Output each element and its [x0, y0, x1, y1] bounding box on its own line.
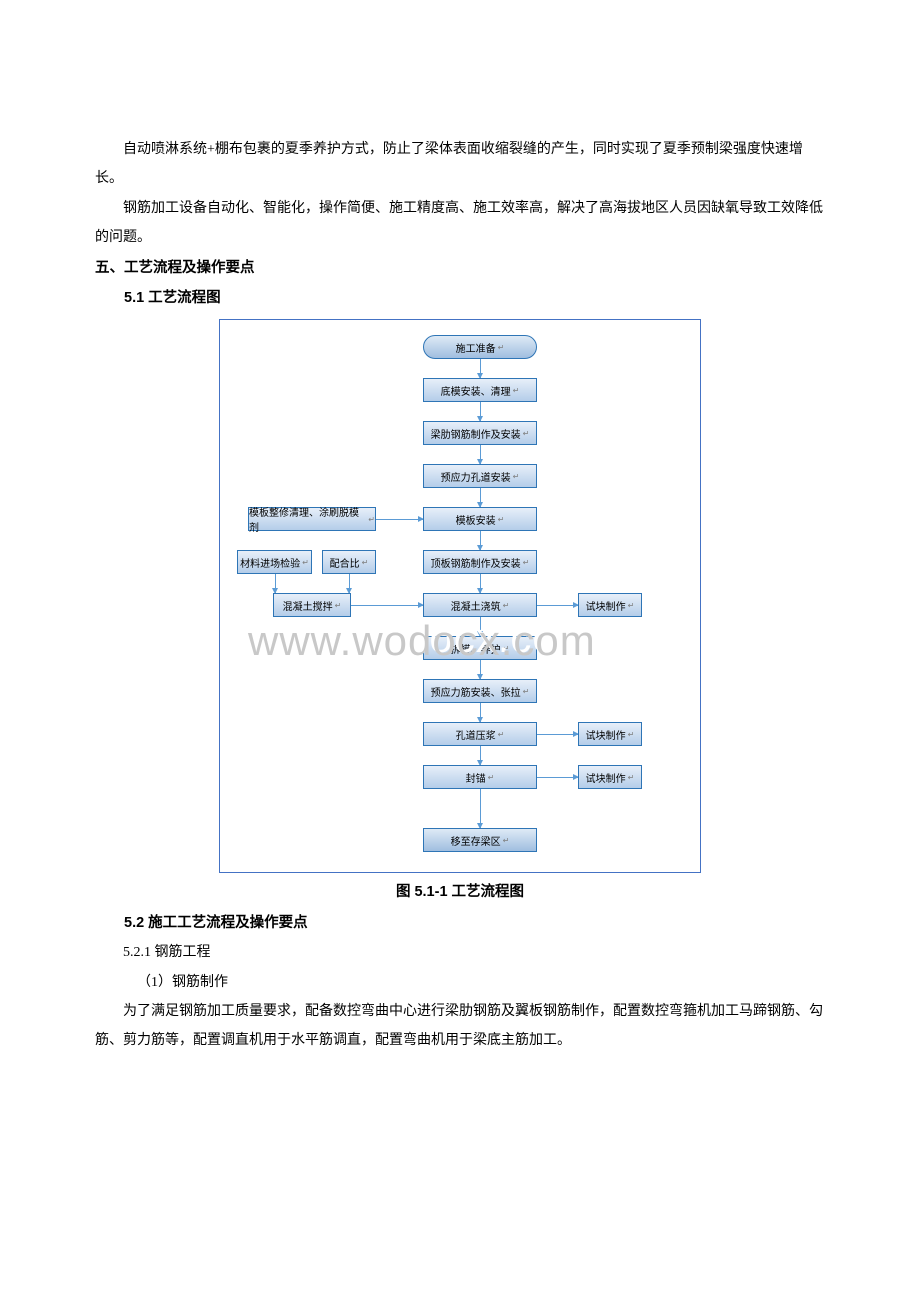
section-5-2-1-heading: 5.2.1 钢筋工程	[95, 938, 825, 967]
flow-arrow-down	[480, 402, 481, 421]
flow-node-n3: 梁肋钢筋制作及安装↵	[423, 421, 537, 445]
line-end-icon: ↵	[523, 558, 530, 567]
flow-node-n7: 混凝土浇筑↵	[423, 593, 537, 617]
line-end-icon: ↵	[523, 687, 530, 696]
flow-node-n5: 模板安装↵	[423, 507, 537, 531]
flow-node-r2: 试块制作↵	[578, 722, 642, 746]
flowchart-caption: 图 5.1-1 工艺流程图	[95, 877, 825, 907]
flow-node-l1: 模板整修清理、涂刷脱模剂↵	[248, 507, 376, 531]
flow-arrow-right	[376, 519, 423, 520]
flow-node-l3: 混凝土搅拌↵	[273, 593, 351, 617]
flow-node-n9: 预应力筋安装、张拉↵	[423, 679, 537, 703]
line-end-icon: ↵	[628, 773, 635, 782]
line-end-icon: ↵	[503, 601, 510, 610]
flow-node-n11: 封锚↵	[423, 765, 537, 789]
line-end-icon: ↵	[628, 730, 635, 739]
flow-arrow-down	[480, 703, 481, 722]
flow-arrow-right	[537, 605, 578, 606]
line-end-icon: ↵	[498, 515, 505, 524]
para-rebar-fab: 为了满足钢筋加工质量要求，配备数控弯曲中心进行梁肋钢筋及翼板钢筋制作，配置数控弯…	[95, 997, 825, 1056]
line-end-icon: ↵	[302, 558, 309, 567]
flow-arrow-right	[351, 605, 423, 606]
para-rebar-equip: 钢筋加工设备自动化、智能化，操作简便、施工精度高、施工效率高，解决了高海拔地区人…	[95, 194, 825, 253]
flow-arrow-down	[480, 617, 481, 636]
flow-node-n4: 预应力孔道安装↵	[423, 464, 537, 488]
line-end-icon: ↵	[498, 730, 505, 739]
flow-node-n10: 孔道压浆↵	[423, 722, 537, 746]
line-end-icon: ↵	[523, 429, 530, 438]
flow-node-n1: 施工准备↵	[423, 335, 537, 359]
line-end-icon: ↵	[628, 601, 635, 610]
flow-arrow-right	[537, 734, 578, 735]
flow-node-r3: 试块制作↵	[578, 765, 642, 789]
flow-arrow-down	[349, 574, 350, 593]
line-end-icon: ↵	[498, 343, 505, 352]
section-5-heading: 五、工艺流程及操作要点	[95, 253, 825, 283]
section-5-2-heading: 5.2 施工工艺流程及操作要点	[95, 908, 825, 938]
line-end-icon: ↵	[513, 386, 520, 395]
flow-arrow-down	[480, 488, 481, 507]
process-flowchart: 施工准备↵ 底模安装、清理↵ 梁肋钢筋制作及安装↵ 预应力孔道安装↵ 模板安装↵ 顶板钢筋…	[219, 319, 701, 873]
flow-arrow-down	[480, 359, 481, 378]
flow-node-n6: 顶板钢筋制作及安装↵	[423, 550, 537, 574]
section-5-1-heading: 5.1 工艺流程图	[95, 283, 825, 313]
flow-arrow-down	[480, 746, 481, 765]
line-end-icon: ↵	[488, 773, 495, 782]
flow-node-n12: 移至存梁区↵	[423, 828, 537, 852]
flow-node-l2b: 配合比↵	[322, 550, 376, 574]
flow-node-n2: 底模安装、清理↵	[423, 378, 537, 402]
flow-arrow-down	[480, 789, 481, 828]
flow-arrow-down	[480, 574, 481, 593]
flowchart-wrapper: 施工准备↵ 底模安装、清理↵ 梁肋钢筋制作及安装↵ 预应力孔道安装↵ 模板安装↵ 顶板钢筋…	[95, 319, 825, 873]
flow-arrow-right	[537, 777, 578, 778]
line-end-icon: ↵	[362, 558, 369, 567]
flow-node-l2a: 材料进场检验↵	[237, 550, 312, 574]
flow-arrow-down	[480, 660, 481, 679]
flow-arrow-down	[275, 574, 276, 593]
line-end-icon: ↵	[335, 601, 342, 610]
line-end-icon: ↵	[368, 515, 375, 524]
line-end-icon: ↵	[513, 472, 520, 481]
para-curing: 自动喷淋系统+棚布包裹的夏季养护方式，防止了梁体表面收缩裂缝的产生，同时实现了夏…	[95, 135, 825, 194]
flow-node-n8: 拆模、养护↵	[423, 636, 537, 660]
line-end-icon: ↵	[503, 836, 510, 845]
flow-arrow-down	[480, 531, 481, 550]
item-1-heading: （1）钢筋制作	[95, 968, 825, 997]
flow-arrow-down	[480, 445, 481, 464]
line-end-icon: ↵	[503, 644, 510, 653]
flow-node-r1: 试块制作↵	[578, 593, 642, 617]
